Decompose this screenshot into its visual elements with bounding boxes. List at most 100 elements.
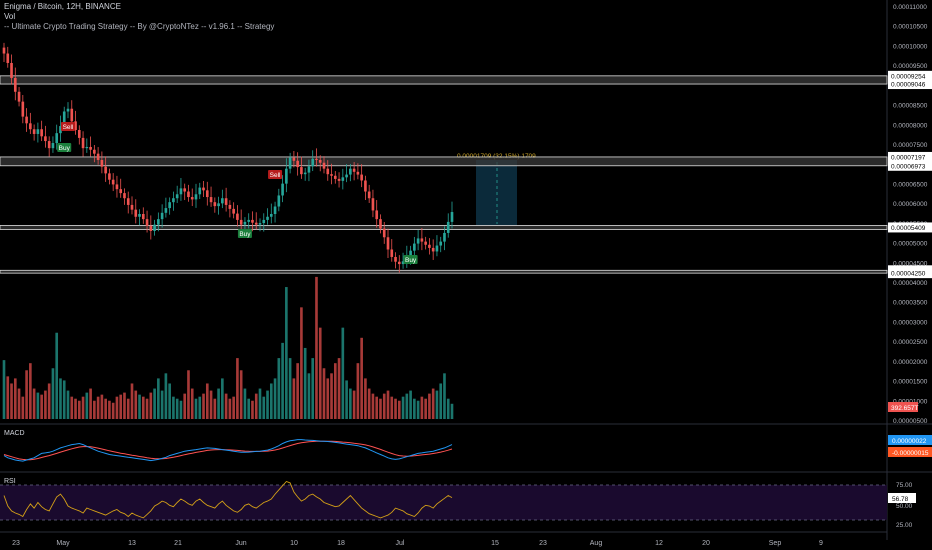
price-tick: 0.00000500: [893, 418, 928, 425]
candle-body: [435, 245, 439, 252]
candle-body: [296, 160, 299, 168]
candle-body: [62, 111, 66, 127]
volume-bar: [93, 400, 96, 419]
volume-bar: [168, 383, 171, 419]
rsi-line: [3, 480, 453, 519]
candle-body: [153, 224, 156, 231]
price-axis[interactable]: 0.00011000 0.00010500 0.00010000 0.00009500…: [888, 4, 932, 425]
volume-bar: [190, 388, 194, 419]
level-badge: [888, 79, 932, 90]
volume-bar: [66, 390, 70, 419]
candle-body: [190, 197, 194, 200]
candle-body: [360, 174, 363, 181]
volume-bar: [431, 388, 435, 419]
volume-bar: [81, 396, 85, 419]
candle-body: [236, 213, 239, 220]
volume-bar: [77, 400, 81, 419]
volume-bar: [160, 390, 164, 419]
candle-body: [89, 146, 92, 150]
rsi-value: 56.78: [892, 496, 909, 503]
volume-bar: [311, 358, 315, 419]
volume-bar: [108, 400, 111, 419]
candle-body: [202, 187, 205, 191]
volume-bar: [360, 337, 363, 419]
candle-body: [277, 195, 281, 207]
time-axis[interactable]: 23 May 13 21 Jun 10 18 Jul 15 23 Aug 12 20 Sep 9: [12, 540, 823, 547]
volume-bar: [296, 363, 299, 419]
candle-body: [303, 172, 307, 175]
candle-body: [141, 214, 145, 220]
volume-bar: [29, 363, 32, 419]
volume-bar: [401, 396, 405, 419]
price-range-projection[interactable]: [476, 160, 517, 226]
symbol-legend[interactable]: Enigma / Bitcoin, 12H, BINANCE: [4, 2, 121, 11]
candle-body: [77, 130, 81, 138]
candle-body: [311, 158, 315, 167]
candle-body: [149, 225, 153, 231]
volume-bar: [115, 396, 119, 419]
volume-bar: [32, 388, 36, 419]
buy-marker: [57, 143, 72, 152]
volume-bar: [285, 287, 288, 419]
volume-bar: [333, 363, 337, 419]
candle-body: [228, 204, 232, 209]
volume-bar: [149, 392, 153, 419]
volume-bar: [424, 398, 427, 419]
candle-body: [119, 189, 123, 194]
price-tick: 0.00005000: [893, 241, 928, 248]
volume-bar: [416, 400, 420, 419]
candle-body: [345, 174, 348, 178]
candle-body: [21, 101, 25, 117]
rsi-pane-label[interactable]: RSI: [4, 478, 16, 485]
volume-bar: [51, 368, 55, 419]
volume-bar: [239, 370, 243, 419]
volume-bar: [435, 390, 439, 419]
candle-body: [175, 194, 179, 199]
price-tick: 0.00010500: [893, 24, 928, 31]
volume-bar: [172, 396, 175, 419]
signal-value-badge: [888, 447, 932, 457]
candle-body: [10, 62, 13, 78]
level-label: 0.00004250: [891, 271, 926, 278]
volume-bar: [307, 373, 311, 419]
volume-bar: [405, 393, 409, 419]
volume-bar: [17, 388, 21, 419]
candle-body: [55, 133, 59, 144]
volume-bar: [367, 388, 371, 419]
candle-body: [450, 212, 454, 222]
volume-bar: [254, 393, 258, 419]
candle-body: [243, 221, 247, 225]
candle-body: [32, 129, 36, 134]
volume-legend[interactable]: Vol: [4, 12, 16, 21]
candle-body: [232, 208, 235, 214]
macd-pane-label[interactable]: MACD: [4, 430, 25, 437]
volume-bar: [247, 398, 251, 419]
macd-lines: [3, 439, 453, 462]
volume-bar: [100, 394, 104, 419]
volume-bar: [59, 378, 62, 419]
volume-bar: [21, 396, 25, 419]
volume-bar: [138, 394, 141, 419]
volume-bar: [397, 400, 401, 419]
rsi-tick-75: 75.00: [896, 482, 913, 489]
candle-body: [428, 244, 431, 248]
candle-body: [341, 177, 345, 181]
time-tick: May: [56, 540, 70, 547]
sell-marker: [61, 122, 75, 131]
sr-zone: [0, 156, 888, 167]
price-tick: 0.00003500: [893, 300, 928, 307]
volume-bar: [10, 383, 13, 419]
buy-marker: [403, 255, 418, 264]
candle-body: [179, 188, 183, 195]
candle-body: [108, 173, 111, 180]
strategy-legend[interactable]: -- Ultimate Crypto Trading Strategy -- B…: [4, 22, 275, 31]
time-tick: 10: [290, 540, 298, 547]
candle-body: [224, 198, 228, 205]
volume-bar: [175, 398, 179, 419]
volume-bar: [262, 396, 266, 419]
candle-body: [390, 249, 394, 257]
candle-body: [239, 219, 243, 225]
volume-bar: [390, 396, 394, 419]
sr-levels: [0, 75, 888, 274]
